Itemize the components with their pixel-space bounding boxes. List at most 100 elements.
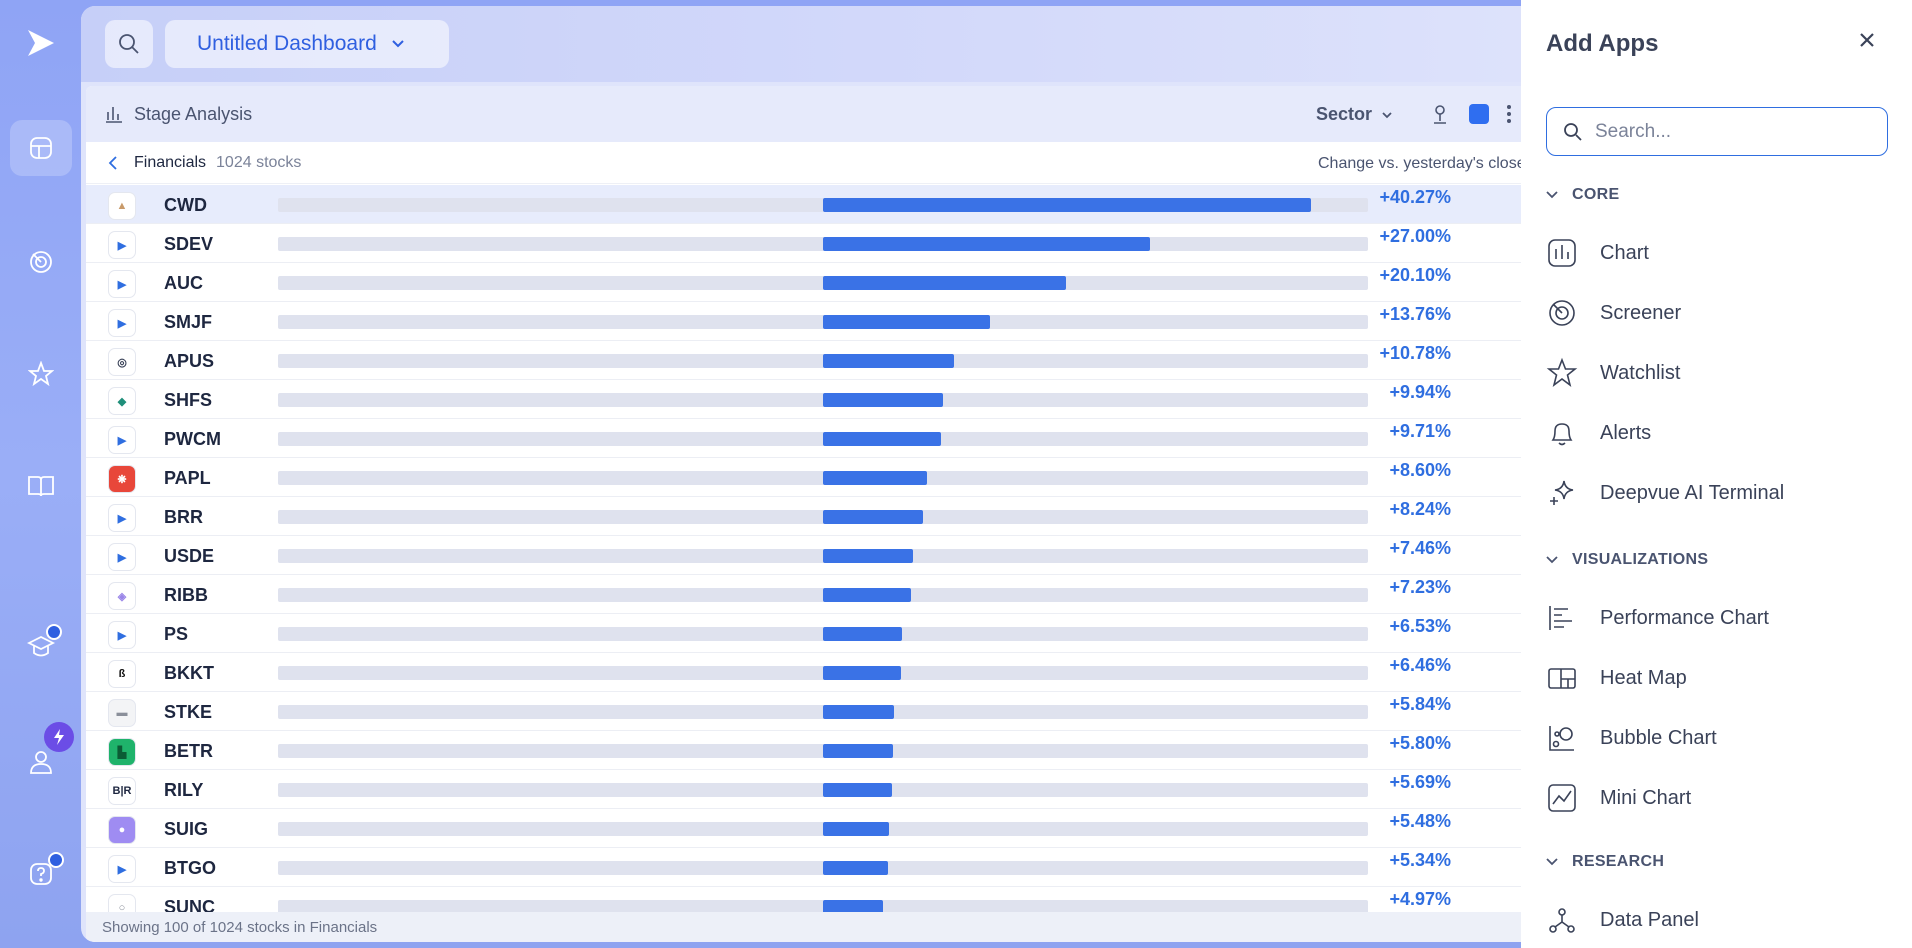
ticker-symbol[interactable]: BETR: [164, 741, 213, 761]
bubble-chart-icon: [1546, 722, 1578, 754]
company-logo: ●: [108, 816, 136, 844]
book-icon: [28, 476, 54, 497]
nav-screener-button[interactable]: [10, 234, 72, 290]
app-item[interactable]: Data Panel: [1546, 898, 1886, 942]
stock-row[interactable]: ◈ RIBB +7.23%: [86, 575, 1521, 614]
app-item[interactable]: Screener: [1546, 291, 1886, 335]
lightning-badge-icon: [44, 722, 74, 752]
app-logo-icon[interactable]: [24, 26, 58, 60]
stock-row[interactable]: ◆ SHFS +9.94%: [86, 380, 1521, 419]
company-logo: ▶: [108, 621, 136, 649]
company-logo: ▬: [108, 699, 136, 727]
search-button[interactable]: [105, 20, 153, 68]
stock-row[interactable]: ▶ USDE +7.46%: [86, 536, 1521, 575]
change-percent: +7.46%: [1389, 538, 1451, 558]
ticker-symbol[interactable]: APUS: [164, 351, 215, 371]
stock-row[interactable]: ▶ BRR +8.24%: [86, 497, 1521, 536]
app-item[interactable]: Performance Chart: [1546, 596, 1886, 640]
stock-row[interactable]: ß BKKT +6.46%: [86, 653, 1521, 692]
company-logo: ß: [108, 660, 136, 688]
pin-icon[interactable]: [1431, 104, 1449, 126]
stock-row[interactable]: ▶ PS +6.53%: [86, 614, 1521, 653]
company-logo: ◆: [108, 387, 136, 415]
nav-help-button[interactable]: [10, 846, 72, 902]
app-search-box[interactable]: [1546, 107, 1888, 156]
ticker-symbol[interactable]: SUIG: [164, 819, 209, 839]
change-percent: +9.71%: [1389, 421, 1451, 441]
nav-dashboard-button[interactable]: [10, 120, 72, 176]
ticker-symbol[interactable]: BRR: [164, 507, 203, 527]
stock-row[interactable]: ▶ SMJF +13.76%: [86, 302, 1521, 341]
stock-row[interactable]: ▶ SDEV +27.00%: [86, 224, 1521, 263]
ticker-symbol[interactable]: PS: [164, 624, 189, 644]
nav-learn-button[interactable]: [10, 458, 72, 514]
chevron-down-icon: [1546, 858, 1558, 866]
nav-watchlist-button[interactable]: [10, 346, 72, 402]
stock-row[interactable]: ▶ AUC +20.10%: [86, 263, 1521, 302]
ticker-symbol[interactable]: SMJF: [164, 312, 213, 332]
group-by-label: Sector: [1316, 104, 1373, 124]
sector-name: Financials: [134, 153, 207, 171]
group-by-select[interactable]: Sector: [1316, 104, 1392, 125]
ticker-symbol[interactable]: PAPL: [164, 468, 211, 488]
ticker-symbol[interactable]: SHFS: [164, 390, 213, 410]
search-icon: [119, 34, 139, 54]
stock-row[interactable]: ● SUIG +5.48%: [86, 809, 1521, 848]
app-item[interactable]: Alerts: [1546, 411, 1886, 455]
sparkle-icon: [1546, 477, 1578, 509]
ticker-symbol[interactable]: RIBB: [164, 585, 208, 605]
company-logo: ▶: [108, 855, 136, 883]
ticker-symbol[interactable]: RILY: [164, 780, 204, 800]
stock-row[interactable]: ▬ STKE +5.84%: [86, 692, 1521, 731]
panel-header: Stage Analysis Sector: [86, 86, 1521, 142]
ticker-symbol[interactable]: AUC: [164, 273, 203, 293]
app-item[interactable]: Bubble Chart: [1546, 716, 1886, 760]
ticker-symbol[interactable]: USDE: [164, 546, 215, 566]
stock-row[interactable]: ▶ PWCM +9.71%: [86, 419, 1521, 458]
stock-row[interactable]: ❋ PAPL +8.60%: [86, 458, 1521, 497]
company-logo: ▶: [108, 543, 136, 571]
change-bar: [823, 900, 883, 914]
heat-map-icon: [1546, 662, 1578, 694]
app-item[interactable]: Deepvue AI Terminal: [1546, 471, 1886, 515]
close-icon[interactable]: [1859, 32, 1875, 48]
mini-chart-icon: [1546, 782, 1578, 814]
stock-row[interactable]: ▶ BTGO +5.34%: [86, 848, 1521, 887]
dashboard-selector[interactable]: Untitled Dashboard: [165, 20, 449, 68]
change-bar: [823, 237, 1150, 251]
stock-row[interactable]: ▙ BETR +5.80%: [86, 731, 1521, 770]
stock-row[interactable]: B|R RILY +5.69%: [86, 770, 1521, 809]
change-percent: +6.46%: [1389, 655, 1451, 675]
change-percent: +9.94%: [1389, 382, 1451, 402]
app-item[interactable]: Chart: [1546, 231, 1886, 275]
company-logo: ▶: [108, 270, 136, 298]
ticker-symbol[interactable]: BKKT: [164, 663, 214, 683]
top-bar: Untitled Dashboard: [81, 6, 1521, 82]
user-icon: [30, 751, 52, 774]
change-percent: +4.97%: [1389, 889, 1451, 909]
stock-row[interactable]: ▲ CWD +40.27%: [86, 185, 1521, 224]
stock-row[interactable]: ◎ APUS +10.78%: [86, 341, 1521, 380]
section-header[interactable]: RESEARCH: [1546, 853, 1664, 871]
ticker-symbol[interactable]: BTGO: [164, 858, 216, 878]
app-item[interactable]: Mini Chart: [1546, 776, 1886, 820]
panel-color-swatch[interactable]: [1469, 104, 1489, 124]
company-logo: ▶: [108, 426, 136, 454]
section-header[interactable]: CORE: [1546, 186, 1619, 204]
ticker-symbol[interactable]: CWD: [164, 195, 207, 215]
ticker-symbol[interactable]: STKE: [164, 702, 213, 722]
change-bar: [823, 705, 894, 719]
nav-account-button[interactable]: [10, 734, 72, 790]
change-bar: [823, 432, 941, 446]
app-item[interactable]: Heat Map: [1546, 656, 1886, 700]
dashboard-area: Untitled Dashboard Stage Analysis Sector…: [81, 6, 1521, 942]
more-options-icon[interactable]: [1506, 104, 1512, 124]
nav-academy-button[interactable]: [10, 618, 72, 674]
app-item[interactable]: Watchlist: [1546, 351, 1886, 395]
stock-row[interactable]: ○ SUNC +4.97%: [86, 887, 1521, 926]
ticker-symbol[interactable]: PWCM: [164, 429, 221, 449]
section-header[interactable]: VISUALIZATIONS: [1546, 551, 1708, 569]
app-search-input[interactable]: [1595, 120, 1875, 143]
back-chevron-icon[interactable]: [108, 155, 118, 170]
ticker-symbol[interactable]: SDEV: [164, 234, 214, 254]
